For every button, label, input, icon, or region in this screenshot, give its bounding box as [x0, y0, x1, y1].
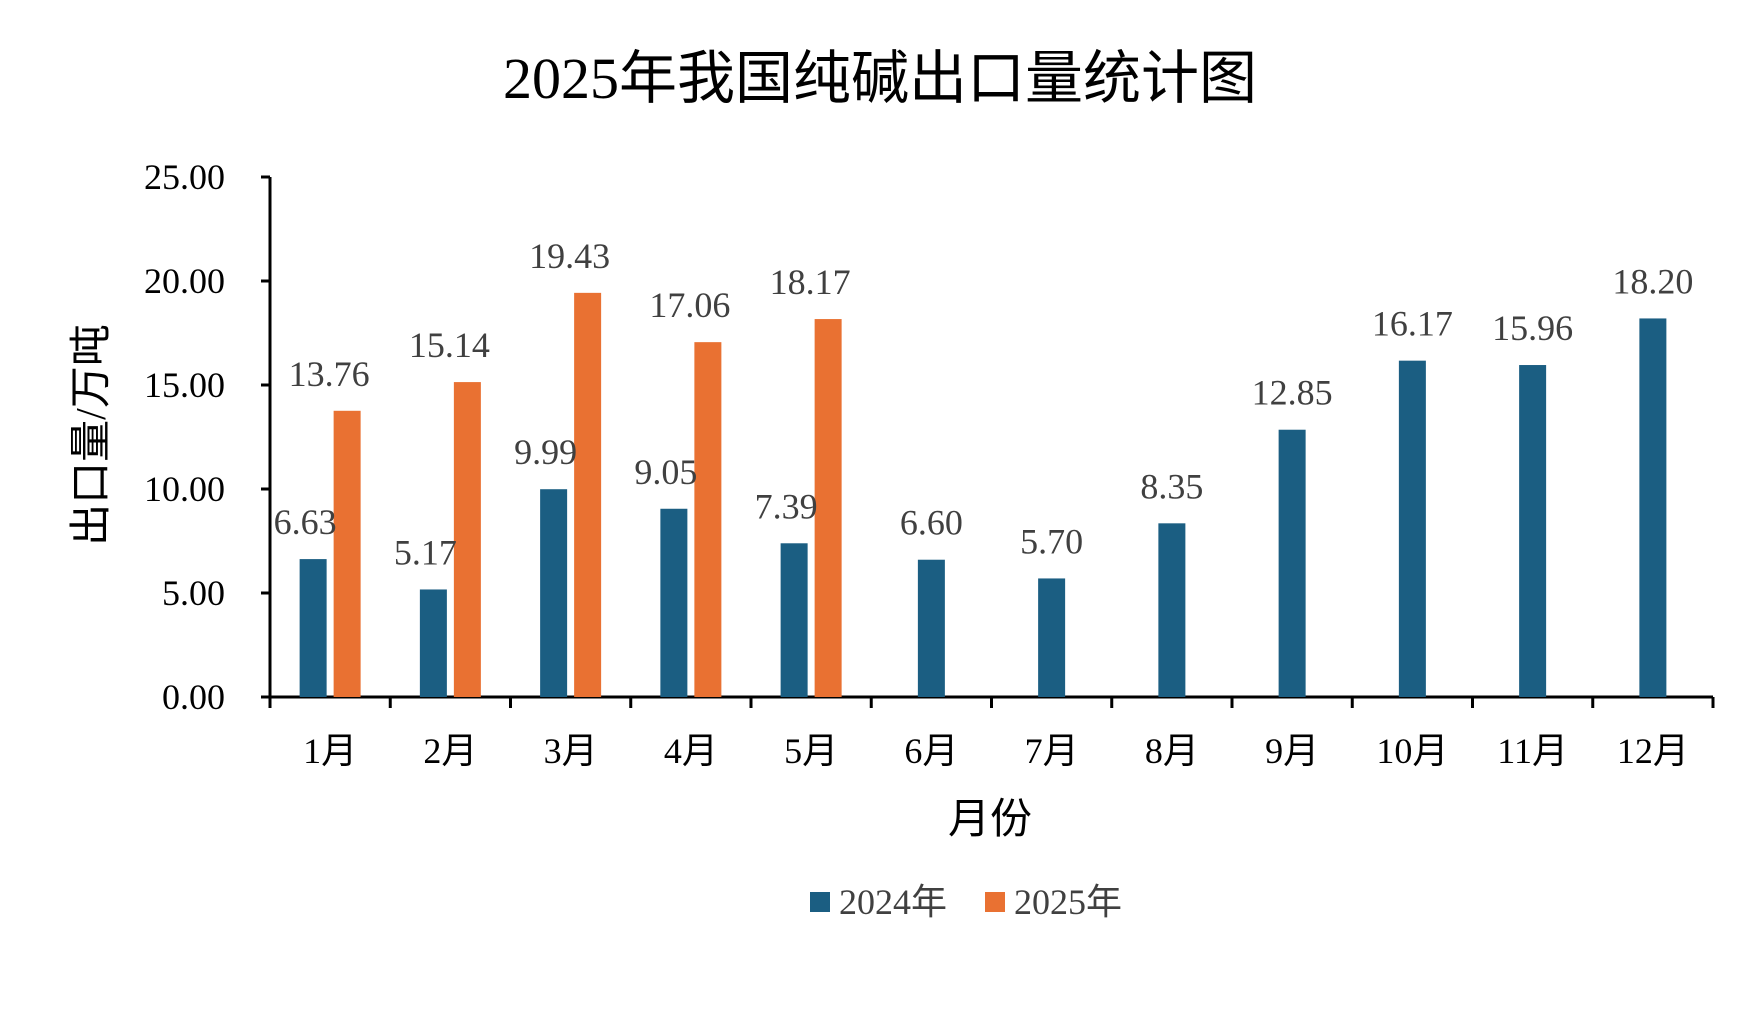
y-tick-label: 10.00	[144, 469, 225, 509]
data-label-2024: 15.96	[1492, 308, 1573, 348]
bar-2024	[419, 589, 447, 697]
bar-2024	[299, 559, 327, 697]
bar-2024	[540, 489, 568, 697]
bar-2024	[1158, 523, 1186, 697]
legend-label: 2025年	[1014, 882, 1122, 922]
data-label-2024: 8.35	[1140, 466, 1203, 506]
bar-2024	[1278, 429, 1306, 697]
legend-swatch	[810, 892, 830, 912]
bar-2024	[660, 508, 688, 697]
y-tick-label: 0.00	[162, 677, 225, 717]
y-tick-label: 20.00	[144, 261, 225, 301]
data-label-2024: 9.99	[514, 432, 577, 472]
y-tick-label: 25.00	[144, 157, 225, 197]
bar-2025	[574, 292, 602, 697]
data-label-2025: 15.14	[409, 325, 490, 365]
bar-2025	[814, 319, 842, 697]
bar-2024	[1038, 578, 1066, 697]
data-label-2025: 13.76	[289, 354, 370, 394]
bar-2025	[453, 382, 481, 697]
x-tick-label: 7月	[1025, 731, 1079, 771]
data-label-2024: 5.70	[1020, 521, 1083, 561]
legend-item-2024: 2024年	[810, 882, 947, 922]
data-label-2024: 7.39	[755, 486, 818, 526]
bar-2024	[1519, 365, 1547, 697]
x-tick-label: 10月	[1376, 731, 1448, 771]
x-tick-label: 11月	[1497, 731, 1568, 771]
data-labels: 6.63 13.76 5.17 15.14 9.99 19.43 9.05 17.06 7.39…	[274, 236, 1694, 573]
x-tick-label: 9月	[1265, 731, 1319, 771]
legend: 2024年 2025年	[810, 882, 1122, 922]
y-axis-title: 出口量/万吨	[69, 324, 115, 546]
x-tick-label: 8月	[1145, 731, 1199, 771]
bar-2024	[917, 559, 945, 697]
bars	[299, 292, 1667, 697]
bar-2024	[780, 543, 808, 697]
data-label-2024: 5.17	[394, 532, 457, 572]
y-tick-label: 15.00	[144, 365, 225, 405]
y-tick-label: 5.00	[162, 573, 225, 613]
x-axis-title: 月份	[948, 797, 1032, 843]
x-tick-label: 1月	[303, 731, 357, 771]
data-label-2024: 18.20	[1612, 261, 1693, 301]
x-tick-label: 3月	[544, 731, 598, 771]
x-tick-label: 12月	[1617, 731, 1689, 771]
data-label-2024: 16.17	[1372, 304, 1453, 344]
x-tick-label: 4月	[664, 731, 718, 771]
x-tick-label: 2月	[423, 731, 477, 771]
legend-item-2025: 2025年	[985, 882, 1122, 922]
x-tick-label: 5月	[784, 731, 838, 771]
bar-2024	[1639, 318, 1667, 697]
data-label-2024: 9.05	[634, 452, 697, 492]
data-label-2025: 18.17	[770, 262, 851, 302]
axes: 0.00 5.00 10.00 15.00 20.00 25.00 1月 2月 3月 4月 5月 6月…	[144, 157, 1715, 771]
data-label-2025: 17.06	[649, 285, 730, 325]
x-tick-label: 6月	[904, 731, 958, 771]
data-label-2024: 6.60	[900, 503, 963, 543]
bar-2025	[694, 342, 722, 697]
data-label-2025: 19.43	[529, 236, 610, 276]
bar-2024	[1398, 360, 1426, 697]
chart-title: 2025年我国纯碱出口量统计图	[503, 46, 1257, 111]
data-label-2024: 6.63	[274, 502, 337, 542]
data-label-2024: 12.85	[1252, 373, 1333, 413]
legend-swatch	[985, 892, 1005, 912]
bar-2025	[333, 410, 361, 697]
legend-label: 2024年	[839, 882, 947, 922]
